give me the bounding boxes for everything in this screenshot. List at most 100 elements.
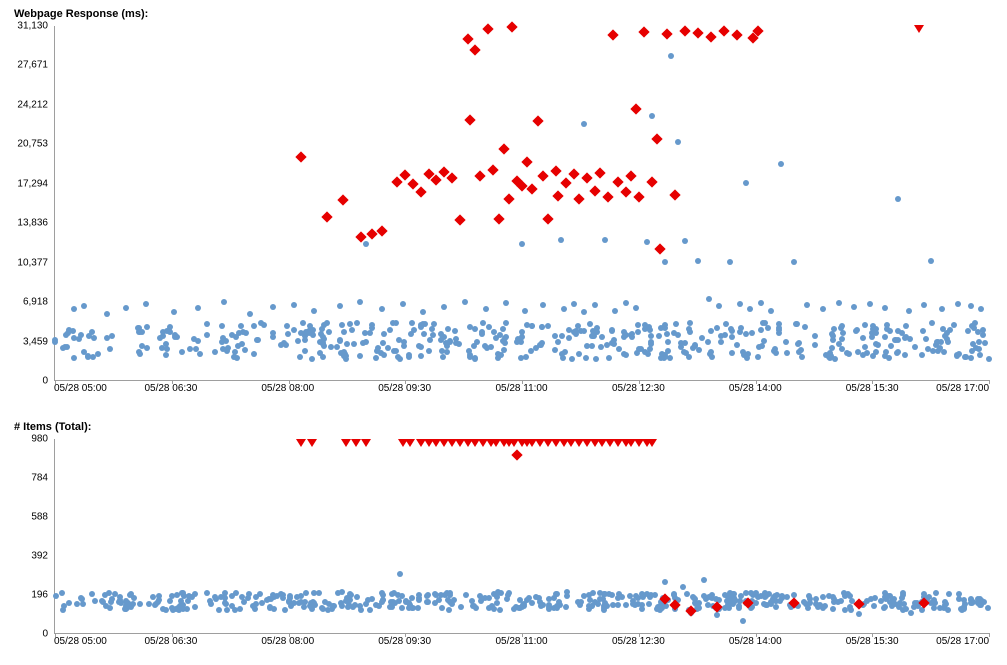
data-point (577, 602, 583, 608)
y-tick-label: 392 (31, 551, 48, 562)
data-point (452, 328, 458, 334)
data-point (89, 591, 95, 597)
data-point (259, 600, 265, 606)
y-tick-label: 588 (31, 512, 48, 523)
data-point (836, 300, 842, 306)
chart-items-total: # Items (Total): 0196392588784980 05/28 … (12, 421, 995, 648)
data-point (978, 306, 984, 312)
data-point (680, 584, 686, 590)
data-point (280, 595, 286, 601)
data-point (569, 356, 575, 362)
data-point (392, 176, 403, 187)
data-point (401, 339, 407, 345)
data-point (884, 322, 890, 328)
data-point (705, 602, 711, 608)
data-point (894, 350, 900, 356)
data-point (405, 439, 415, 447)
data-point (71, 355, 77, 361)
data-point (337, 195, 348, 206)
data-point (639, 606, 645, 612)
data-point (458, 604, 464, 610)
data-point (684, 591, 690, 597)
data-point (216, 607, 222, 613)
data-point (941, 349, 947, 355)
data-point (78, 332, 84, 338)
data-point (654, 244, 665, 255)
data-point (172, 334, 178, 340)
data-point (616, 346, 622, 352)
data-point (635, 595, 641, 601)
y-tick-label: 31,130 (17, 21, 48, 32)
data-point (400, 301, 406, 307)
data-point (295, 338, 301, 344)
data-point (444, 349, 450, 355)
data-point (589, 343, 595, 349)
data-point (518, 355, 524, 361)
data-point (706, 296, 712, 302)
data-point (107, 346, 113, 352)
data-point (532, 115, 543, 126)
data-point (297, 354, 303, 360)
data-point (695, 258, 701, 264)
data-point (493, 213, 504, 224)
data-point (303, 590, 309, 596)
data-point (291, 327, 297, 333)
data-point (253, 594, 259, 600)
charts-page: Webpage Response (ms): 03,4596,91810,377… (0, 0, 1007, 665)
data-point (219, 323, 225, 329)
data-point (669, 189, 680, 200)
data-point (646, 176, 657, 187)
data-point (337, 337, 343, 343)
data-point (633, 191, 644, 202)
x-tick-label: 05/28 09:30 (378, 636, 431, 647)
data-point (522, 156, 533, 167)
data-point (192, 591, 198, 597)
data-point (630, 104, 641, 115)
data-point (425, 592, 431, 598)
data-point (591, 333, 597, 339)
data-point (807, 600, 813, 606)
data-point (204, 590, 210, 596)
data-point (601, 607, 607, 613)
data-point (552, 347, 558, 353)
data-point (367, 330, 373, 336)
data-point (581, 121, 587, 127)
data-point (498, 143, 509, 154)
data-point (424, 599, 430, 605)
data-point (300, 320, 306, 326)
data-point (511, 449, 522, 460)
data-point (687, 329, 693, 335)
data-point (439, 605, 445, 611)
data-point (526, 595, 532, 601)
data-point (900, 592, 906, 598)
data-point (328, 344, 334, 350)
data-point (385, 345, 391, 351)
data-point (761, 338, 767, 344)
data-point (427, 337, 433, 343)
y-tick-label: 17,294 (17, 178, 48, 189)
data-point (928, 258, 934, 264)
data-point (871, 603, 877, 609)
data-point (494, 600, 500, 606)
data-point (559, 351, 565, 357)
data-point (537, 171, 548, 182)
data-point (651, 133, 662, 144)
data-point (976, 339, 982, 345)
data-point (606, 355, 612, 361)
data-point (420, 309, 426, 315)
data-point (470, 45, 481, 56)
data-point (755, 594, 761, 600)
data-point (976, 346, 982, 352)
data-point (812, 333, 818, 339)
data-point (63, 332, 69, 338)
data-point (848, 607, 854, 613)
data-point (415, 187, 426, 198)
data-point (756, 344, 762, 350)
data-point (363, 241, 369, 247)
data-point (804, 302, 810, 308)
y-tick-label: 980 (31, 434, 48, 445)
data-point (929, 320, 935, 326)
data-point (776, 327, 782, 333)
data-point (483, 23, 494, 34)
data-point (923, 336, 929, 342)
